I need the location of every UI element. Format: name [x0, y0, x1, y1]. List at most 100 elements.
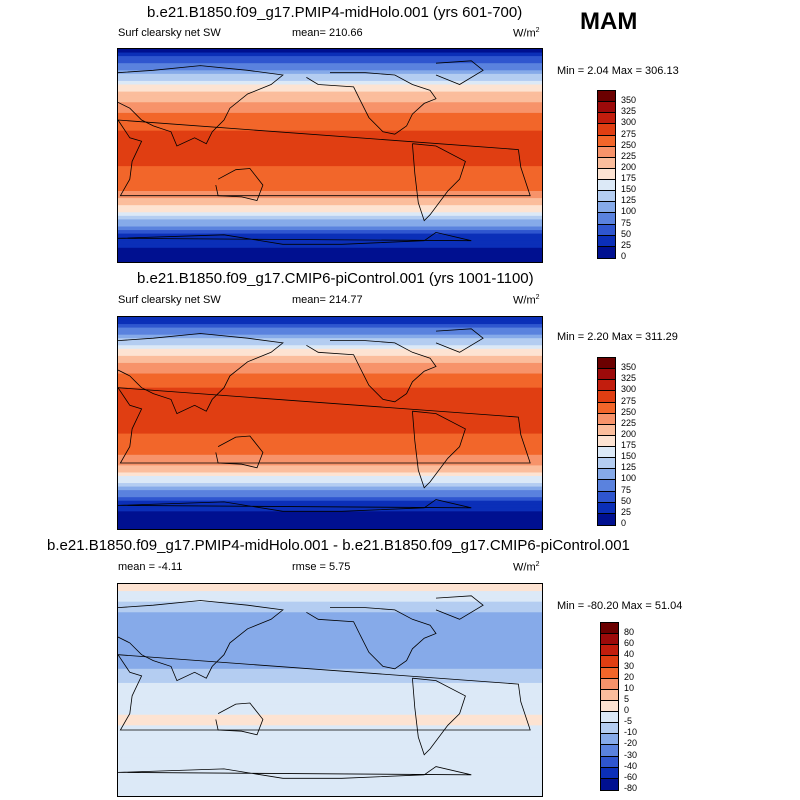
- field-band: [118, 468, 542, 474]
- field-band: [118, 788, 542, 794]
- colorbar-tick-label: 50: [621, 495, 632, 506]
- field-band: [118, 665, 542, 670]
- colorbar-tick-label: 150: [621, 184, 637, 195]
- field-band: [118, 187, 542, 192]
- colorbar-swatch: [598, 447, 615, 459]
- field-band: [118, 212, 542, 217]
- field-band: [118, 84, 542, 89]
- coastline: [118, 333, 284, 415]
- coastline: [435, 595, 484, 620]
- field-band: [118, 472, 542, 477]
- colorbar-tick-label: 30: [624, 660, 635, 671]
- field-band: [118, 735, 542, 741]
- field-band: [118, 52, 542, 57]
- field-band: [118, 159, 542, 164]
- field-band: [118, 56, 542, 61]
- season-label: MAM: [580, 8, 638, 35]
- colorbar-swatch: [598, 469, 615, 481]
- field-band: [118, 711, 542, 716]
- colorbar-swatch: [601, 734, 618, 746]
- field-band: [118, 490, 542, 495]
- coastline: [118, 654, 531, 731]
- field-band: [118, 514, 542, 519]
- field-band: [118, 461, 542, 466]
- field-band: [118, 500, 542, 505]
- colorbar-swatch: [598, 157, 615, 169]
- field-band: [118, 162, 542, 167]
- field-band: [118, 686, 542, 691]
- field-band: [118, 637, 542, 642]
- field-band: [118, 180, 542, 185]
- coastline: [118, 766, 472, 779]
- colorbar-swatch: [598, 480, 615, 492]
- field-band: [118, 137, 542, 142]
- field-band: [118, 739, 542, 744]
- colorbar-swatch: [598, 168, 615, 180]
- field-band: [118, 141, 542, 146]
- colorbar-tick-label: -5: [624, 716, 633, 727]
- colorbar-swatch: [598, 502, 615, 514]
- field-band: [118, 700, 542, 705]
- field-band: [118, 173, 542, 178]
- field-band: [118, 247, 542, 252]
- field-band: [118, 714, 542, 719]
- colorbar-tick-label: 275: [621, 128, 637, 139]
- field-band: [118, 412, 542, 417]
- field-band: [118, 781, 542, 786]
- field-band: [118, 587, 542, 592]
- coastline: [412, 677, 466, 756]
- panel-3-rmse-label: rmse = 5.75: [292, 561, 351, 573]
- field-band: [118, 144, 542, 149]
- field-band: [118, 366, 542, 371]
- colorbar-tick-label: 125: [621, 195, 637, 206]
- colorbar-swatch: [598, 102, 615, 114]
- colorbar-tick-label: 100: [621, 206, 637, 217]
- colorbar-swatch: [601, 700, 618, 712]
- field-band: [118, 355, 542, 360]
- field-band: [118, 405, 542, 410]
- field-band: [118, 244, 542, 249]
- panel-2-units: W/m2: [513, 294, 540, 307]
- field-band: [118, 191, 542, 196]
- panel-2-mean-label: mean= 214.77: [292, 294, 363, 306]
- field-band: [118, 240, 542, 245]
- colorbar-tick-label: 150: [621, 451, 637, 462]
- colorbar-tick-label: 40: [624, 649, 635, 660]
- field-band: [118, 127, 542, 132]
- field-band: [118, 598, 542, 603]
- field-band: [118, 254, 542, 260]
- colorbar-swatch: [601, 767, 618, 779]
- field-band: [118, 601, 542, 606]
- field-band: [118, 753, 542, 758]
- field-band: [118, 750, 542, 755]
- field-band: [118, 380, 542, 385]
- coastline: [215, 168, 264, 201]
- field-band: [118, 626, 542, 631]
- colorbar-tick-label: 0: [621, 518, 627, 528]
- colorbar-tick-label: -80: [624, 783, 638, 793]
- colorbar-swatch: [601, 723, 618, 735]
- colorbar-tick-label: 300: [621, 384, 637, 395]
- field-band: [118, 419, 542, 424]
- field-band: [118, 732, 542, 737]
- field-band: [118, 233, 542, 238]
- colorbar-swatch: [601, 689, 618, 701]
- field-band: [118, 465, 542, 470]
- colorbar-swatch: [598, 402, 615, 414]
- field-band: [118, 112, 542, 118]
- field-band: [118, 615, 542, 620]
- colorbar-swatch: [598, 435, 615, 447]
- field-band: [118, 208, 542, 213]
- colorbar-swatch: [598, 458, 615, 470]
- field-band: [118, 661, 542, 666]
- colorbar-tick-label: 0: [624, 705, 630, 716]
- field-band: [118, 373, 542, 378]
- field-band: [118, 774, 542, 779]
- field-band: [118, 415, 542, 421]
- panel-3-minmax: Min = -80.20 Max = 51.04: [557, 600, 683, 612]
- colorbar-swatch: [601, 645, 618, 657]
- colorbar-swatch: [598, 191, 615, 203]
- field-band: [118, 120, 542, 125]
- field-band: [118, 324, 542, 329]
- colorbar-swatch: [598, 113, 615, 125]
